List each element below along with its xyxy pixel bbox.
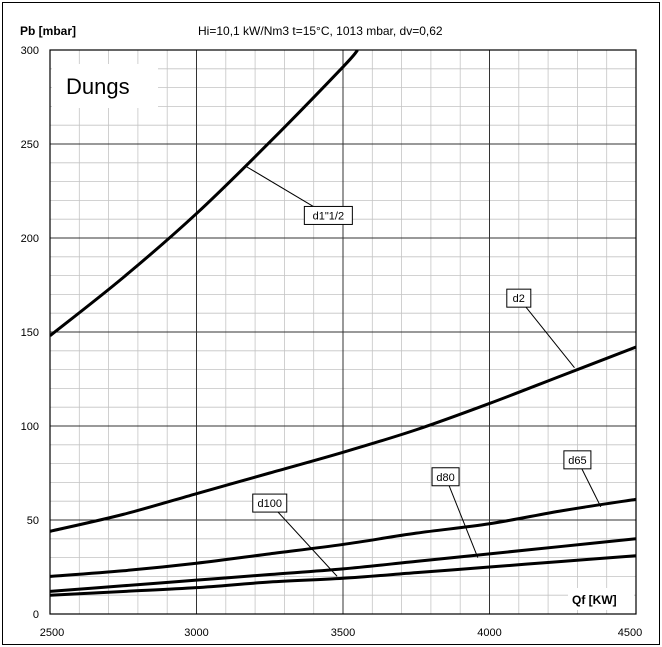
curve-label: d65 (568, 455, 586, 467)
x-tick-labels: 2500 3000 3500 4000 4500 (40, 627, 642, 639)
plot-frame (49, 49, 637, 615)
y-tick-label: 200 (21, 233, 39, 245)
y-tick-label: 300 (21, 45, 39, 57)
series-line-d112 (50, 50, 359, 337)
x-tick-label: 4000 (477, 627, 501, 639)
curve-label: d80 (436, 472, 454, 484)
leader-line (445, 476, 479, 558)
curve-label: d2 (513, 293, 525, 305)
curve-label: d100 (258, 498, 282, 510)
y-tick-label: 150 (21, 327, 39, 339)
y-tick-label: 0 (33, 609, 39, 621)
series-line-d100 (50, 554, 636, 597)
x-tick-label: 3000 (184, 627, 208, 639)
x-axis-label: Qf [KW] (572, 593, 617, 607)
curve-label-box (303, 205, 353, 225)
y-tick-labels: 0 50 100 150 200 250 300 (21, 45, 39, 621)
brand-logo-text: Dungs (66, 74, 130, 99)
leader-line (269, 502, 338, 577)
x-axis-label-box (568, 588, 634, 610)
label-leaders (246, 166, 602, 577)
y-axis-label: Pb [mbar] (20, 24, 76, 38)
x-tick-label: 3500 (331, 627, 355, 639)
leader-line (518, 297, 575, 369)
curves (50, 50, 636, 597)
curve-labels: d1"1/2 d2 d65 d80 d100 (252, 205, 592, 513)
curve-label-box (252, 493, 288, 513)
series-line-d80 (50, 537, 636, 593)
brand-box (52, 64, 158, 108)
curve-label-box (506, 288, 532, 308)
x-tick-label: 2500 (40, 627, 64, 639)
series-line-d65 (50, 497, 636, 578)
y-tick-label: 50 (27, 515, 39, 527)
curve-label: d1"1/2 (313, 210, 344, 222)
curve-label-box (431, 467, 460, 487)
x-tick-label: 4500 (618, 627, 642, 639)
curve-label-box (563, 450, 592, 470)
y-tick-label: 250 (21, 139, 39, 151)
chart-conditions: Hi=10,1 kW/Nm3 t=15°C, 1013 mbar, dv=0,6… (198, 24, 443, 38)
y-tick-label: 100 (21, 421, 39, 433)
series-line-d2 (50, 345, 636, 533)
